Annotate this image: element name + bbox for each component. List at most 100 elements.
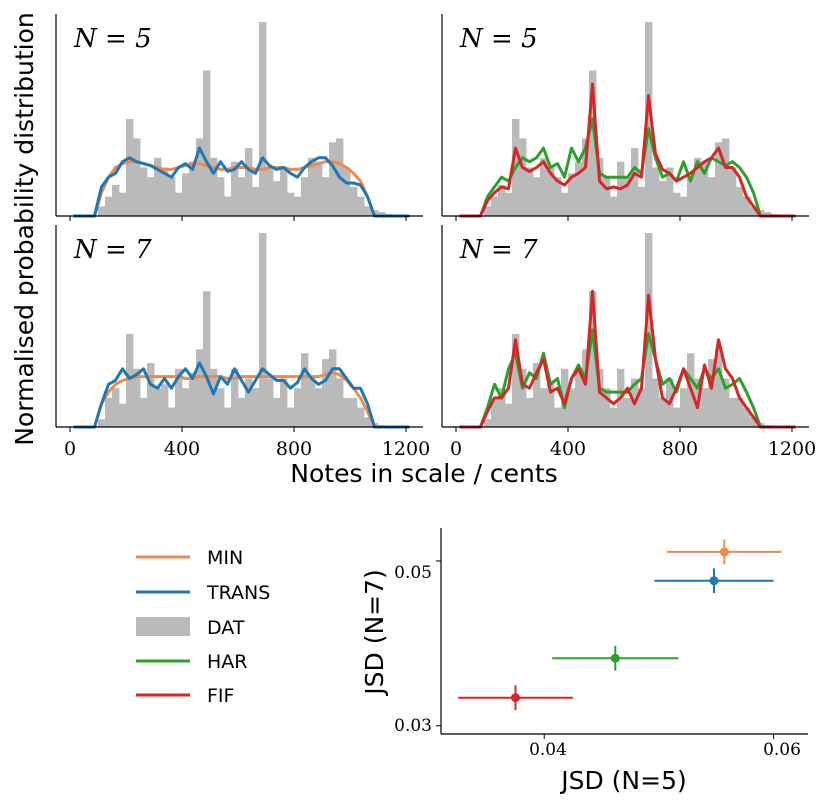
histogram-bar [750,206,758,216]
histogram-bar [568,173,576,216]
histogram-bar [98,206,106,216]
histogram-bar [750,417,758,427]
histogram-bar [217,388,225,427]
histogram-bar [189,161,197,216]
histogram-bar [301,353,309,427]
histogram-bar [175,192,183,216]
histogram-bar [224,407,232,427]
histogram-bar [350,186,358,216]
histogram-bar [743,407,751,427]
histogram-bar [322,359,330,427]
series-line-fif [459,289,796,429]
x-tick-label: 0 [450,438,462,460]
histogram-bar [133,138,141,216]
histogram-bar [105,397,113,427]
histogram-bar [231,161,239,216]
panel-top-right [441,14,809,221]
histogram-bar [161,167,169,216]
histogram-bar [308,157,316,216]
point-min [719,547,729,557]
histogram-bar [673,192,681,216]
histogram-bar [161,384,169,427]
histogram-bar [196,138,204,216]
histogram-bar [645,233,653,427]
histogram-bar [491,196,499,216]
histogram-bar [736,397,744,427]
x-tick-label: 400 [550,438,586,460]
histogram-bar [638,388,646,427]
legend-label-min: MIN [207,547,243,569]
histogram-bar [238,177,246,216]
legend-label-fif: FIF [207,685,234,707]
histogram-bar [329,142,337,216]
histogram-bar [308,378,316,427]
histogram-bar [589,291,597,427]
histogram-bar [266,378,274,427]
histogram-bar [266,167,274,216]
legend-label-dat: DAT [207,617,245,639]
scatter-ytick-label: 0.03 [394,716,432,736]
histogram-bar [540,388,548,427]
histogram-bar [294,196,302,216]
x-tick-label: 1200 [768,438,816,460]
scatter-points [458,539,782,711]
panel-bottom-left [55,225,423,432]
histogram-bar [554,177,562,216]
histogram-bar [252,388,260,427]
histogram-bar [673,407,681,427]
histogram-bar [547,167,555,216]
histogram-bar [624,397,632,427]
histogram-bar [680,196,688,216]
histogram-bar [498,185,506,216]
histogram-bar [610,407,618,427]
histogram-bar [224,196,232,216]
histogram-bar [210,368,218,427]
point-har [610,653,620,663]
scatter-ylabel: JSD (N=7) [360,569,389,697]
histogram-bar [147,177,155,216]
jsd-scatter: 0.04 0.06 0.03 0.05 JSD (N=5) JSD (N=7) [360,528,808,795]
histogram-bar [512,333,520,427]
histogram-bar [736,186,744,216]
histogram-bar [701,161,709,216]
histogram-bar [659,397,667,427]
histogram-bar [645,22,653,216]
histogram-bar [287,407,295,427]
histogram-bar [638,186,646,216]
histogram-bar [343,397,351,427]
scatter-xtick-label: 0.06 [763,740,801,760]
histogram-bar [98,419,106,427]
histogram-bar [701,388,709,427]
histogram-bar [112,185,120,216]
histogram-bar [196,349,204,427]
histogram-bar [217,177,225,216]
histogram-bar [582,349,590,427]
histogram-bar [280,167,288,216]
histogram-bar [231,368,239,427]
histogram-bar [519,138,527,216]
series-line-trans [73,361,410,429]
n-label-top-left: N = 5 [73,24,152,54]
series-line-har [459,117,796,218]
histogram-bar [294,388,302,427]
histogram-bar [182,173,190,216]
histogram-bar [147,363,155,427]
x-tick-label: 800 [662,438,698,460]
histogram-bar [273,397,281,427]
histogram-bar [505,403,513,427]
histogram-bar [505,192,513,216]
histogram-bar [168,177,176,216]
histogram-bar [301,177,309,216]
legend-label-trans: TRANS [206,582,270,604]
histogram-bar [154,388,162,427]
histogram-bar [540,157,548,216]
histogram-bar [596,157,604,216]
histogram-bar [245,148,253,216]
histogram-bar [154,157,162,216]
histogram-bar [245,378,253,427]
histogram-bar [729,397,737,427]
histogram-bar [722,378,730,427]
series-line-har [459,328,796,429]
histogram-bar [315,161,323,216]
x-ticks-right: 0 400 800 1200 [450,438,816,460]
